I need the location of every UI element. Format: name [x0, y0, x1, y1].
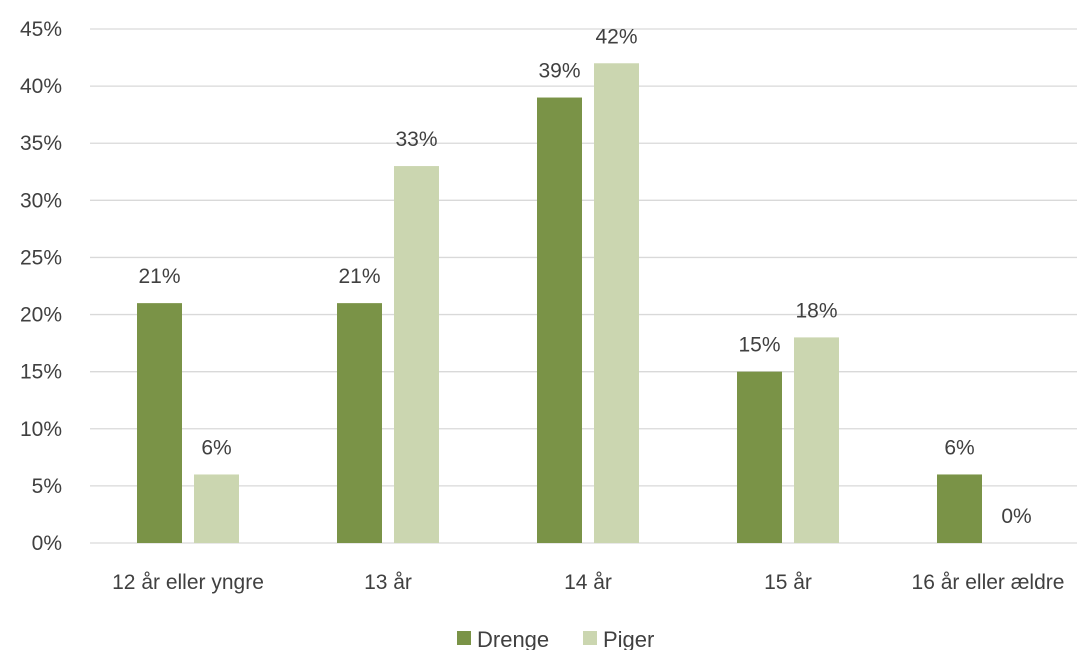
y-tick-label: 0%	[32, 532, 62, 555]
legend-label-piger: Piger	[603, 627, 654, 650]
legend: Drenge Piger	[457, 627, 654, 652]
legend-label-drenge: Drenge	[477, 627, 549, 650]
bar-drenge	[137, 303, 182, 543]
legend-swatch-piger	[583, 631, 597, 645]
y-tick-label: 35%	[20, 132, 62, 155]
y-tick-label: 5%	[32, 475, 62, 498]
bar-drenge	[337, 303, 382, 543]
bar-drenge	[537, 97, 582, 544]
y-tick-label: 30%	[20, 189, 62, 212]
data-label: 39%	[538, 60, 580, 83]
legend-swatch-drenge	[457, 631, 471, 645]
x-category-label: 16 år eller ældre	[912, 571, 1065, 594]
data-label: 6%	[201, 436, 231, 459]
data-label: 33%	[395, 128, 437, 151]
y-axis-tick-labels: 0% 5% 10% 15% 20% 25% 30% 35% 40% 45%	[20, 18, 62, 555]
gridlines	[90, 28, 1077, 544]
bar-piger	[194, 474, 239, 543]
x-category-label: 13 år	[364, 571, 412, 594]
data-label: 18%	[795, 299, 837, 322]
data-label: 21%	[138, 265, 180, 288]
y-tick-label: 10%	[20, 418, 62, 441]
x-category-label: 14 år	[564, 571, 612, 594]
data-label: 0%	[1001, 505, 1031, 528]
bar-piger	[594, 63, 639, 544]
bar-piger	[394, 166, 439, 544]
data-label: 42%	[595, 25, 637, 48]
data-labels: 21% 6% 21% 33% 39% 42% 15% 18% 6% 0%	[138, 25, 1031, 528]
data-label: 15%	[738, 334, 780, 357]
x-category-label: 12 år eller yngre	[112, 571, 264, 594]
data-label: 21%	[338, 265, 380, 288]
bar-drenge	[937, 474, 982, 543]
bar-piger	[794, 337, 839, 543]
y-tick-label: 25%	[20, 246, 62, 269]
y-tick-label: 40%	[20, 75, 62, 98]
y-tick-label: 20%	[20, 304, 62, 327]
y-tick-label: 45%	[20, 18, 62, 41]
x-category-label: 15 år	[764, 571, 812, 594]
bars	[137, 63, 982, 544]
x-axis-category-labels: 12 år eller yngre 13 år 14 år 15 år 16 år el…	[112, 571, 1064, 594]
y-tick-label: 15%	[20, 361, 62, 384]
data-label: 6%	[944, 436, 974, 459]
bar-drenge	[737, 371, 782, 543]
